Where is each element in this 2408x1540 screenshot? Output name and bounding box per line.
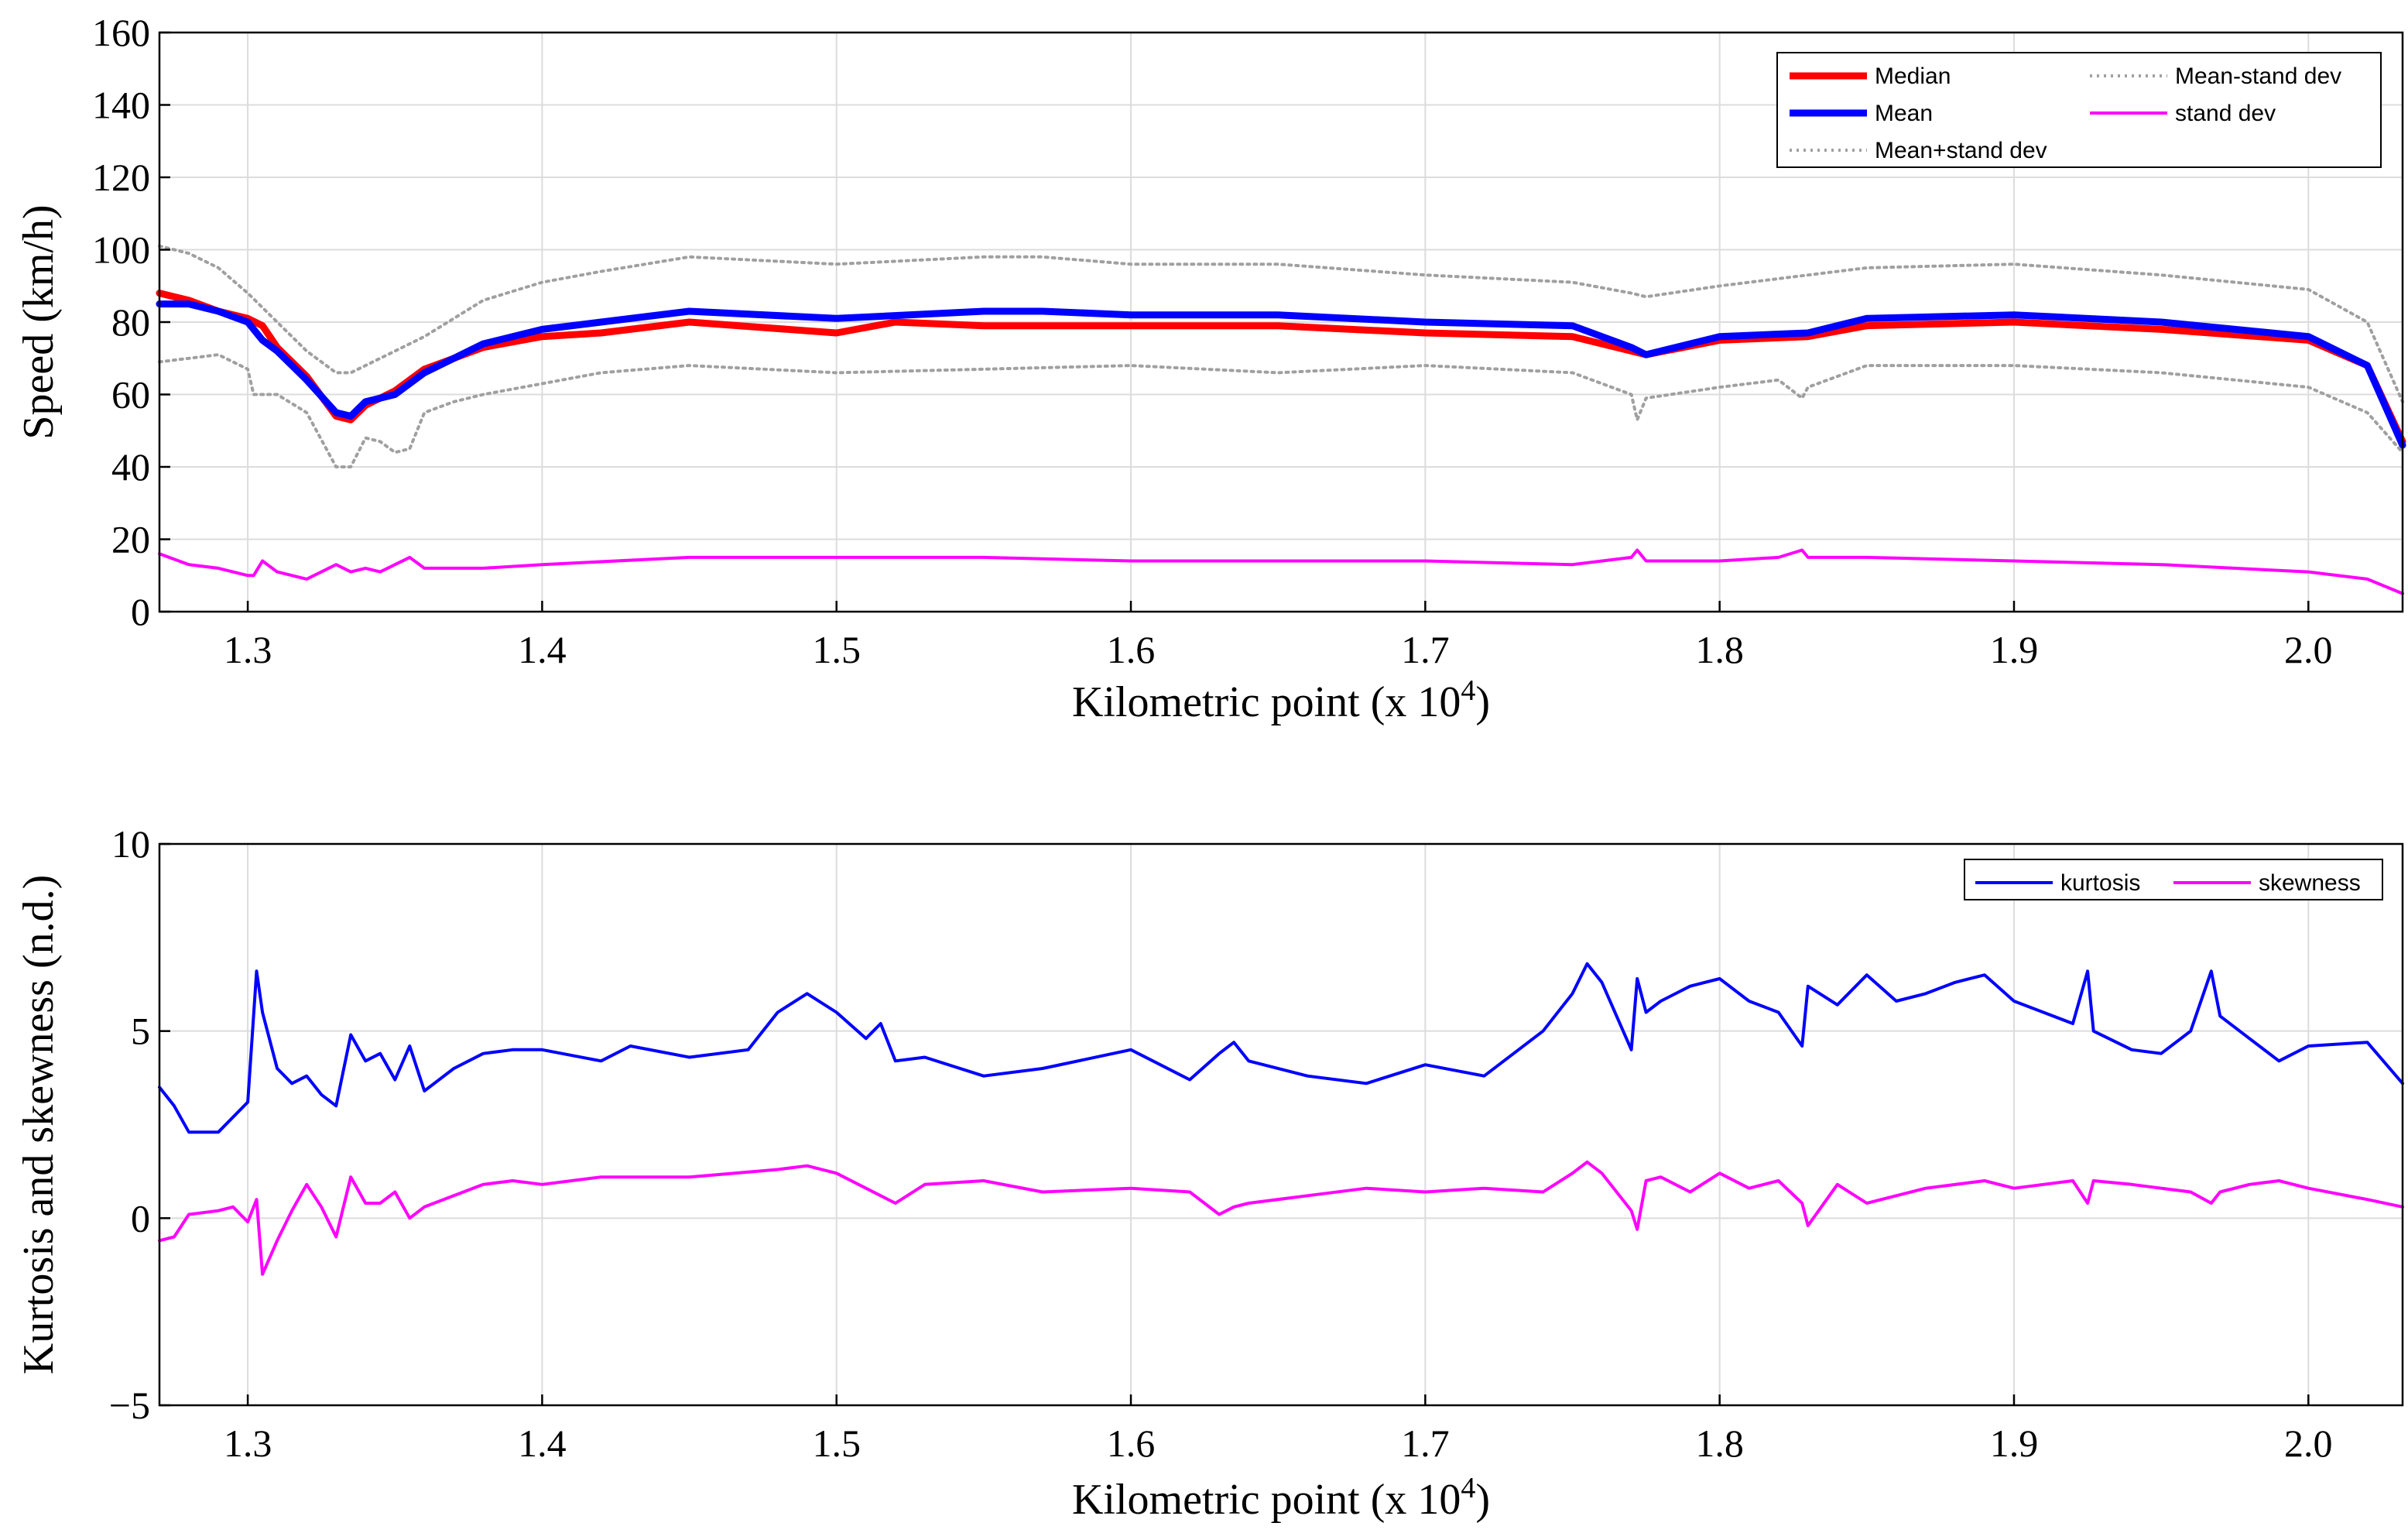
y-tick-label: 0 bbox=[131, 590, 150, 633]
y-axis-title: Kurtosis and skewness (n.d.) bbox=[15, 875, 63, 1374]
x-axis-title-close: ) bbox=[1475, 678, 1490, 726]
legend-label-skewness: skewness bbox=[2259, 870, 2361, 896]
x-tick-label: 1.4 bbox=[518, 1422, 567, 1465]
x-tick-label: 1.7 bbox=[1401, 628, 1450, 671]
y-tick-label: 100 bbox=[92, 228, 150, 272]
y-tick-label: 120 bbox=[92, 156, 150, 199]
x-tick-label: 1.6 bbox=[1107, 1422, 1156, 1465]
x-axis-title: Kilometric point (x 104) bbox=[1072, 1472, 1490, 1524]
x-tick-label: 1.9 bbox=[1990, 628, 2039, 671]
x-tick-label: 1.8 bbox=[1695, 628, 1744, 671]
legend: Median Mean-stand dev Mean stand dev Mean+st… bbox=[1776, 52, 2382, 168]
y-tick-label: 0 bbox=[131, 1196, 150, 1240]
x-tick-label: 2.0 bbox=[2284, 628, 2333, 671]
plot-frame bbox=[158, 842, 2404, 1407]
legend-label-kurtosis: kurtosis bbox=[2060, 870, 2140, 896]
legend-label-mean-stand-dev: Mean+stand dev bbox=[1875, 138, 2047, 163]
y-tick-label: 60 bbox=[111, 373, 150, 417]
y-tick-label: 20 bbox=[111, 518, 150, 561]
series-line-skewness bbox=[158, 1160, 2404, 1276]
x-tick-label: 1.3 bbox=[224, 628, 272, 671]
legend-box bbox=[1964, 859, 2383, 900]
series-line-mean-stand-dev bbox=[158, 244, 2404, 403]
series-line-kurtosis bbox=[158, 962, 2404, 1134]
x-tick-label: 2.0 bbox=[2284, 1422, 2333, 1465]
x-axis-title: Kilometric point (x 104) bbox=[1072, 674, 1490, 726]
x-tick-label: 1.6 bbox=[1107, 628, 1156, 671]
x-axis-title-exponent: 4 bbox=[1461, 674, 1475, 707]
series-line-stand-dev bbox=[158, 548, 2404, 595]
x-tick-label: 1.5 bbox=[812, 1422, 861, 1465]
x-tick-label: 1.9 bbox=[1990, 1422, 2039, 1465]
legend-label-mean-stand-dev: Mean-stand dev bbox=[2175, 63, 2341, 89]
y-tick-label: 140 bbox=[92, 84, 150, 127]
x-axis-title-close: ) bbox=[1475, 1476, 1490, 1524]
legend-box bbox=[1776, 52, 2382, 168]
x-tick-label: 1.4 bbox=[518, 628, 567, 671]
x-tick-label: 1.7 bbox=[1401, 1422, 1450, 1465]
legend-label-stand-dev: stand dev bbox=[2175, 101, 2276, 126]
y-tick-label: 40 bbox=[111, 445, 150, 489]
legend: kurtosis skewness bbox=[1964, 859, 2383, 900]
x-axis-title-text: Kilometric point (x 10 bbox=[1072, 678, 1461, 726]
y-tick-label: 80 bbox=[111, 300, 150, 344]
x-tick-label: 1.5 bbox=[812, 628, 861, 671]
x-axis-title-exponent: 4 bbox=[1461, 1472, 1475, 1504]
y-tick-label: 160 bbox=[92, 11, 150, 54]
y-tick-label: 10 bbox=[111, 822, 150, 866]
x-axis-title-text: Kilometric point (x 10 bbox=[1072, 1476, 1461, 1524]
kurtosis-skewness-panel: 1.3 1.4 1.5 1.6 1.7 1.8 1.9 2.0 −5 0 5 10 Kilometric… bbox=[15, 822, 2404, 1524]
legend-label-mean: Mean bbox=[1875, 101, 1933, 126]
y-tick-label: 5 bbox=[131, 1010, 150, 1053]
speed-panel: 1.3 1.4 1.5 1.6 1.7 1.8 1.9 2.0 0 20 40 60 80 100 120 1… bbox=[15, 11, 2406, 726]
x-tick-label: 1.8 bbox=[1695, 1422, 1744, 1465]
y-axis-title: Speed (km/h) bbox=[15, 204, 63, 439]
series-line-mean-stand-dev bbox=[158, 353, 2404, 468]
y-tick-label: −5 bbox=[109, 1384, 150, 1427]
x-tick-label: 1.3 bbox=[224, 1422, 272, 1465]
series-line-mean bbox=[156, 300, 2406, 449]
legend-label-median: Median bbox=[1875, 63, 1951, 89]
